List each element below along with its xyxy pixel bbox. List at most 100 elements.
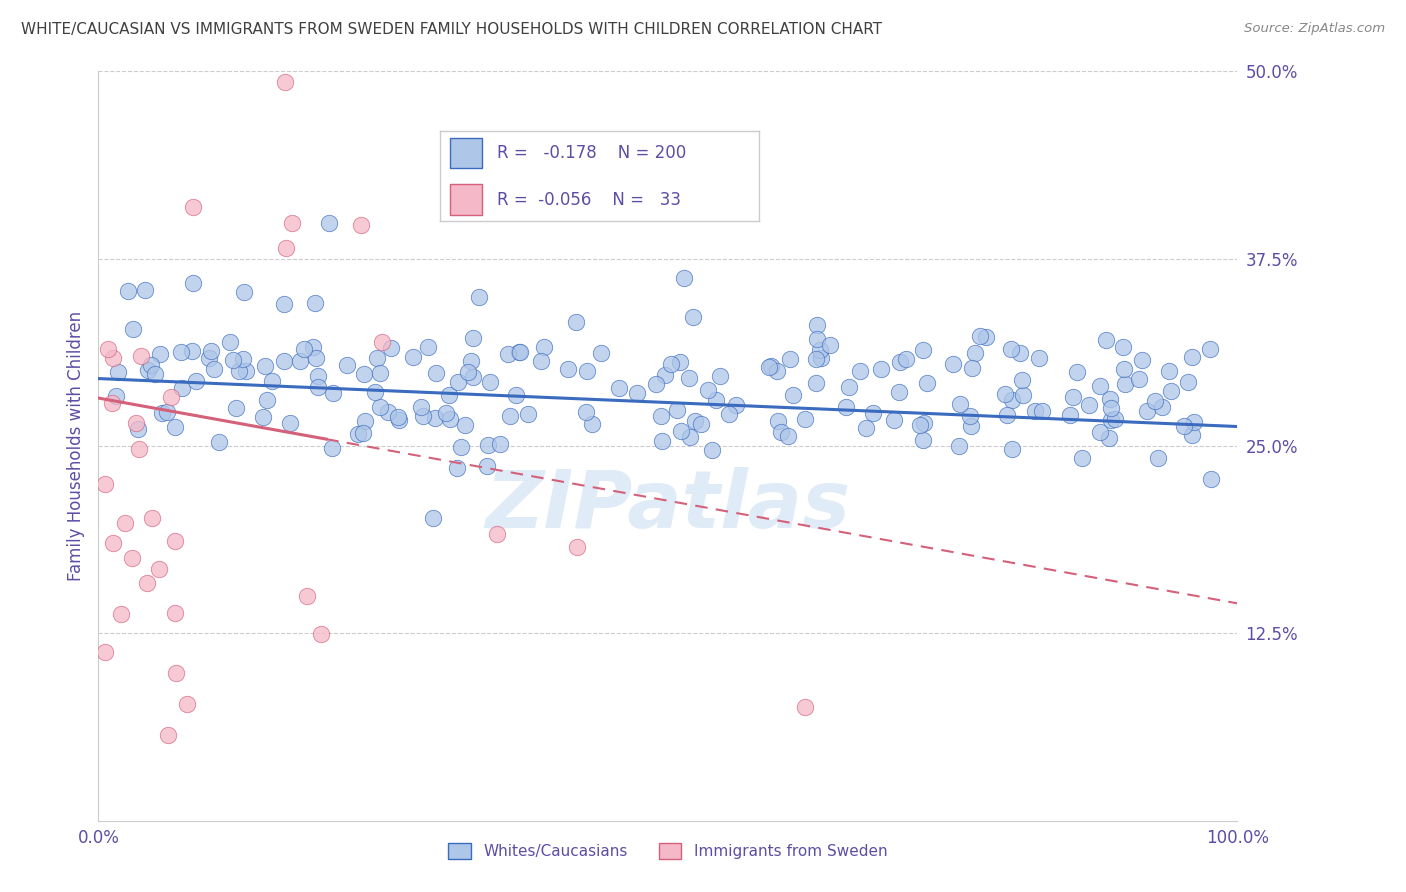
Point xyxy=(960,361,983,376)
Text: WHITE/CAUCASIAN VS IMMIGRANTS FROM SWEDEN FAMILY HOUSEHOLDS WITH CHILDREN CORREL: WHITE/CAUCASIAN VS IMMIGRANTS FROM SWEDE… xyxy=(21,22,882,37)
Point xyxy=(1031,404,1053,418)
Point xyxy=(163,420,186,434)
Point xyxy=(149,347,172,361)
Point xyxy=(725,398,748,412)
Point xyxy=(165,534,187,549)
Point xyxy=(1160,384,1182,399)
Point xyxy=(1184,415,1206,429)
Point xyxy=(304,296,326,310)
Point xyxy=(181,200,204,214)
Point xyxy=(350,218,373,232)
Point xyxy=(1130,353,1153,368)
Point xyxy=(855,421,877,435)
Point xyxy=(425,366,447,380)
Point xyxy=(894,352,917,367)
Point xyxy=(942,357,965,371)
Point xyxy=(669,355,692,369)
Point xyxy=(117,284,139,298)
Point xyxy=(915,376,938,391)
Point xyxy=(457,365,479,379)
Point xyxy=(1173,418,1195,433)
Point xyxy=(1011,387,1033,401)
Point xyxy=(232,351,254,366)
Point xyxy=(157,728,180,742)
Point xyxy=(1136,404,1159,418)
Point xyxy=(486,527,509,541)
Point xyxy=(388,413,411,427)
Point xyxy=(307,369,329,384)
Point xyxy=(228,364,250,378)
Point xyxy=(450,441,472,455)
Point xyxy=(911,343,934,357)
Point xyxy=(170,345,193,359)
Point xyxy=(401,350,423,364)
Point xyxy=(645,377,668,392)
Point xyxy=(254,359,277,374)
Text: ZIPatlas: ZIPatlas xyxy=(485,467,851,545)
Point xyxy=(352,425,374,440)
Point xyxy=(818,338,841,352)
Point xyxy=(804,352,827,367)
Point xyxy=(219,334,242,349)
Point xyxy=(1199,472,1222,486)
Point xyxy=(354,414,377,428)
Point xyxy=(959,418,981,433)
Point xyxy=(366,42,388,56)
Point xyxy=(380,341,402,355)
Point xyxy=(439,387,461,401)
Point xyxy=(671,425,693,439)
Point xyxy=(533,340,555,354)
Point xyxy=(412,409,434,423)
Point xyxy=(1000,343,1022,357)
Point xyxy=(409,400,432,414)
Point xyxy=(654,368,676,382)
Point xyxy=(278,416,301,430)
Point xyxy=(1099,401,1122,416)
Point xyxy=(276,241,298,255)
Point xyxy=(1114,376,1136,391)
Point xyxy=(758,360,780,375)
Point xyxy=(221,353,243,368)
Point xyxy=(565,540,588,554)
Point xyxy=(806,376,828,391)
Point xyxy=(477,438,499,452)
Point xyxy=(97,342,120,356)
Point xyxy=(225,401,247,415)
Point xyxy=(948,439,970,453)
Point xyxy=(530,353,553,368)
Point xyxy=(468,290,491,304)
Point xyxy=(575,405,598,419)
Point xyxy=(172,381,194,395)
Point xyxy=(650,409,672,424)
Point xyxy=(136,363,159,377)
Point xyxy=(685,414,707,428)
Point xyxy=(838,380,860,394)
Point xyxy=(488,436,510,450)
Point xyxy=(1088,425,1111,439)
Point xyxy=(434,406,457,420)
Point xyxy=(446,461,468,475)
Point xyxy=(479,376,502,390)
Point xyxy=(718,407,741,421)
Point xyxy=(1128,372,1150,386)
Point xyxy=(696,383,718,397)
Point xyxy=(1157,364,1180,378)
Point xyxy=(862,406,884,420)
Point xyxy=(709,368,731,383)
Point xyxy=(887,385,910,400)
Point xyxy=(704,393,727,408)
Point xyxy=(508,345,530,359)
Point xyxy=(94,644,117,658)
Point xyxy=(1001,393,1024,408)
Point xyxy=(994,386,1017,401)
Point xyxy=(1104,412,1126,426)
Point xyxy=(121,550,143,565)
Point xyxy=(301,341,323,355)
Point xyxy=(260,374,283,388)
Point xyxy=(806,318,828,333)
Point xyxy=(1112,341,1135,355)
Point xyxy=(682,310,704,325)
Point xyxy=(1071,450,1094,465)
Point xyxy=(160,390,183,404)
Point xyxy=(666,402,689,417)
